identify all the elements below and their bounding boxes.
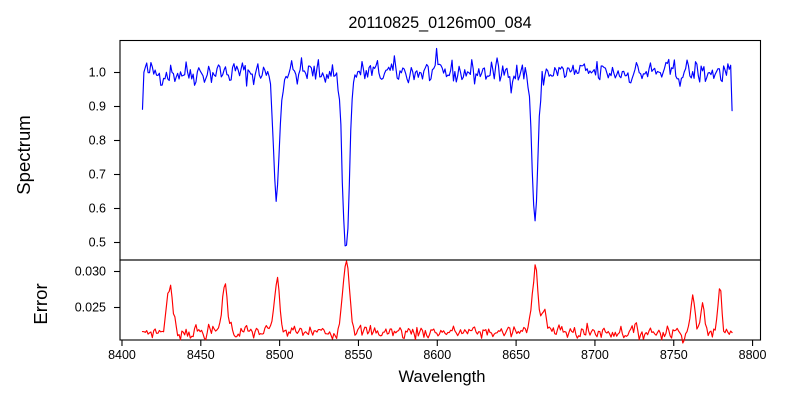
svg-text:0.7: 0.7: [89, 168, 106, 182]
svg-text:0.9: 0.9: [89, 100, 106, 114]
svg-text:20110825_0126m00_084: 20110825_0126m00_084: [348, 14, 531, 32]
svg-text:Error: Error: [30, 283, 51, 324]
svg-text:8500: 8500: [266, 348, 294, 362]
svg-text:8400: 8400: [108, 348, 136, 362]
svg-text:8550: 8550: [345, 348, 373, 362]
svg-text:0.5: 0.5: [89, 236, 106, 250]
svg-text:8650: 8650: [502, 348, 530, 362]
svg-text:8750: 8750: [660, 348, 688, 362]
svg-text:0.025: 0.025: [75, 301, 106, 315]
svg-text:Spectrum: Spectrum: [13, 115, 34, 195]
svg-text:0.8: 0.8: [89, 134, 106, 148]
svg-text:8450: 8450: [187, 348, 215, 362]
svg-text:Wavelength: Wavelength: [398, 367, 485, 386]
svg-text:8600: 8600: [423, 348, 451, 362]
svg-text:8700: 8700: [581, 348, 609, 362]
svg-text:1.0: 1.0: [89, 66, 106, 80]
svg-text:0.030: 0.030: [75, 265, 106, 279]
svg-text:0.6: 0.6: [89, 202, 106, 216]
svg-text:8800: 8800: [739, 348, 767, 362]
